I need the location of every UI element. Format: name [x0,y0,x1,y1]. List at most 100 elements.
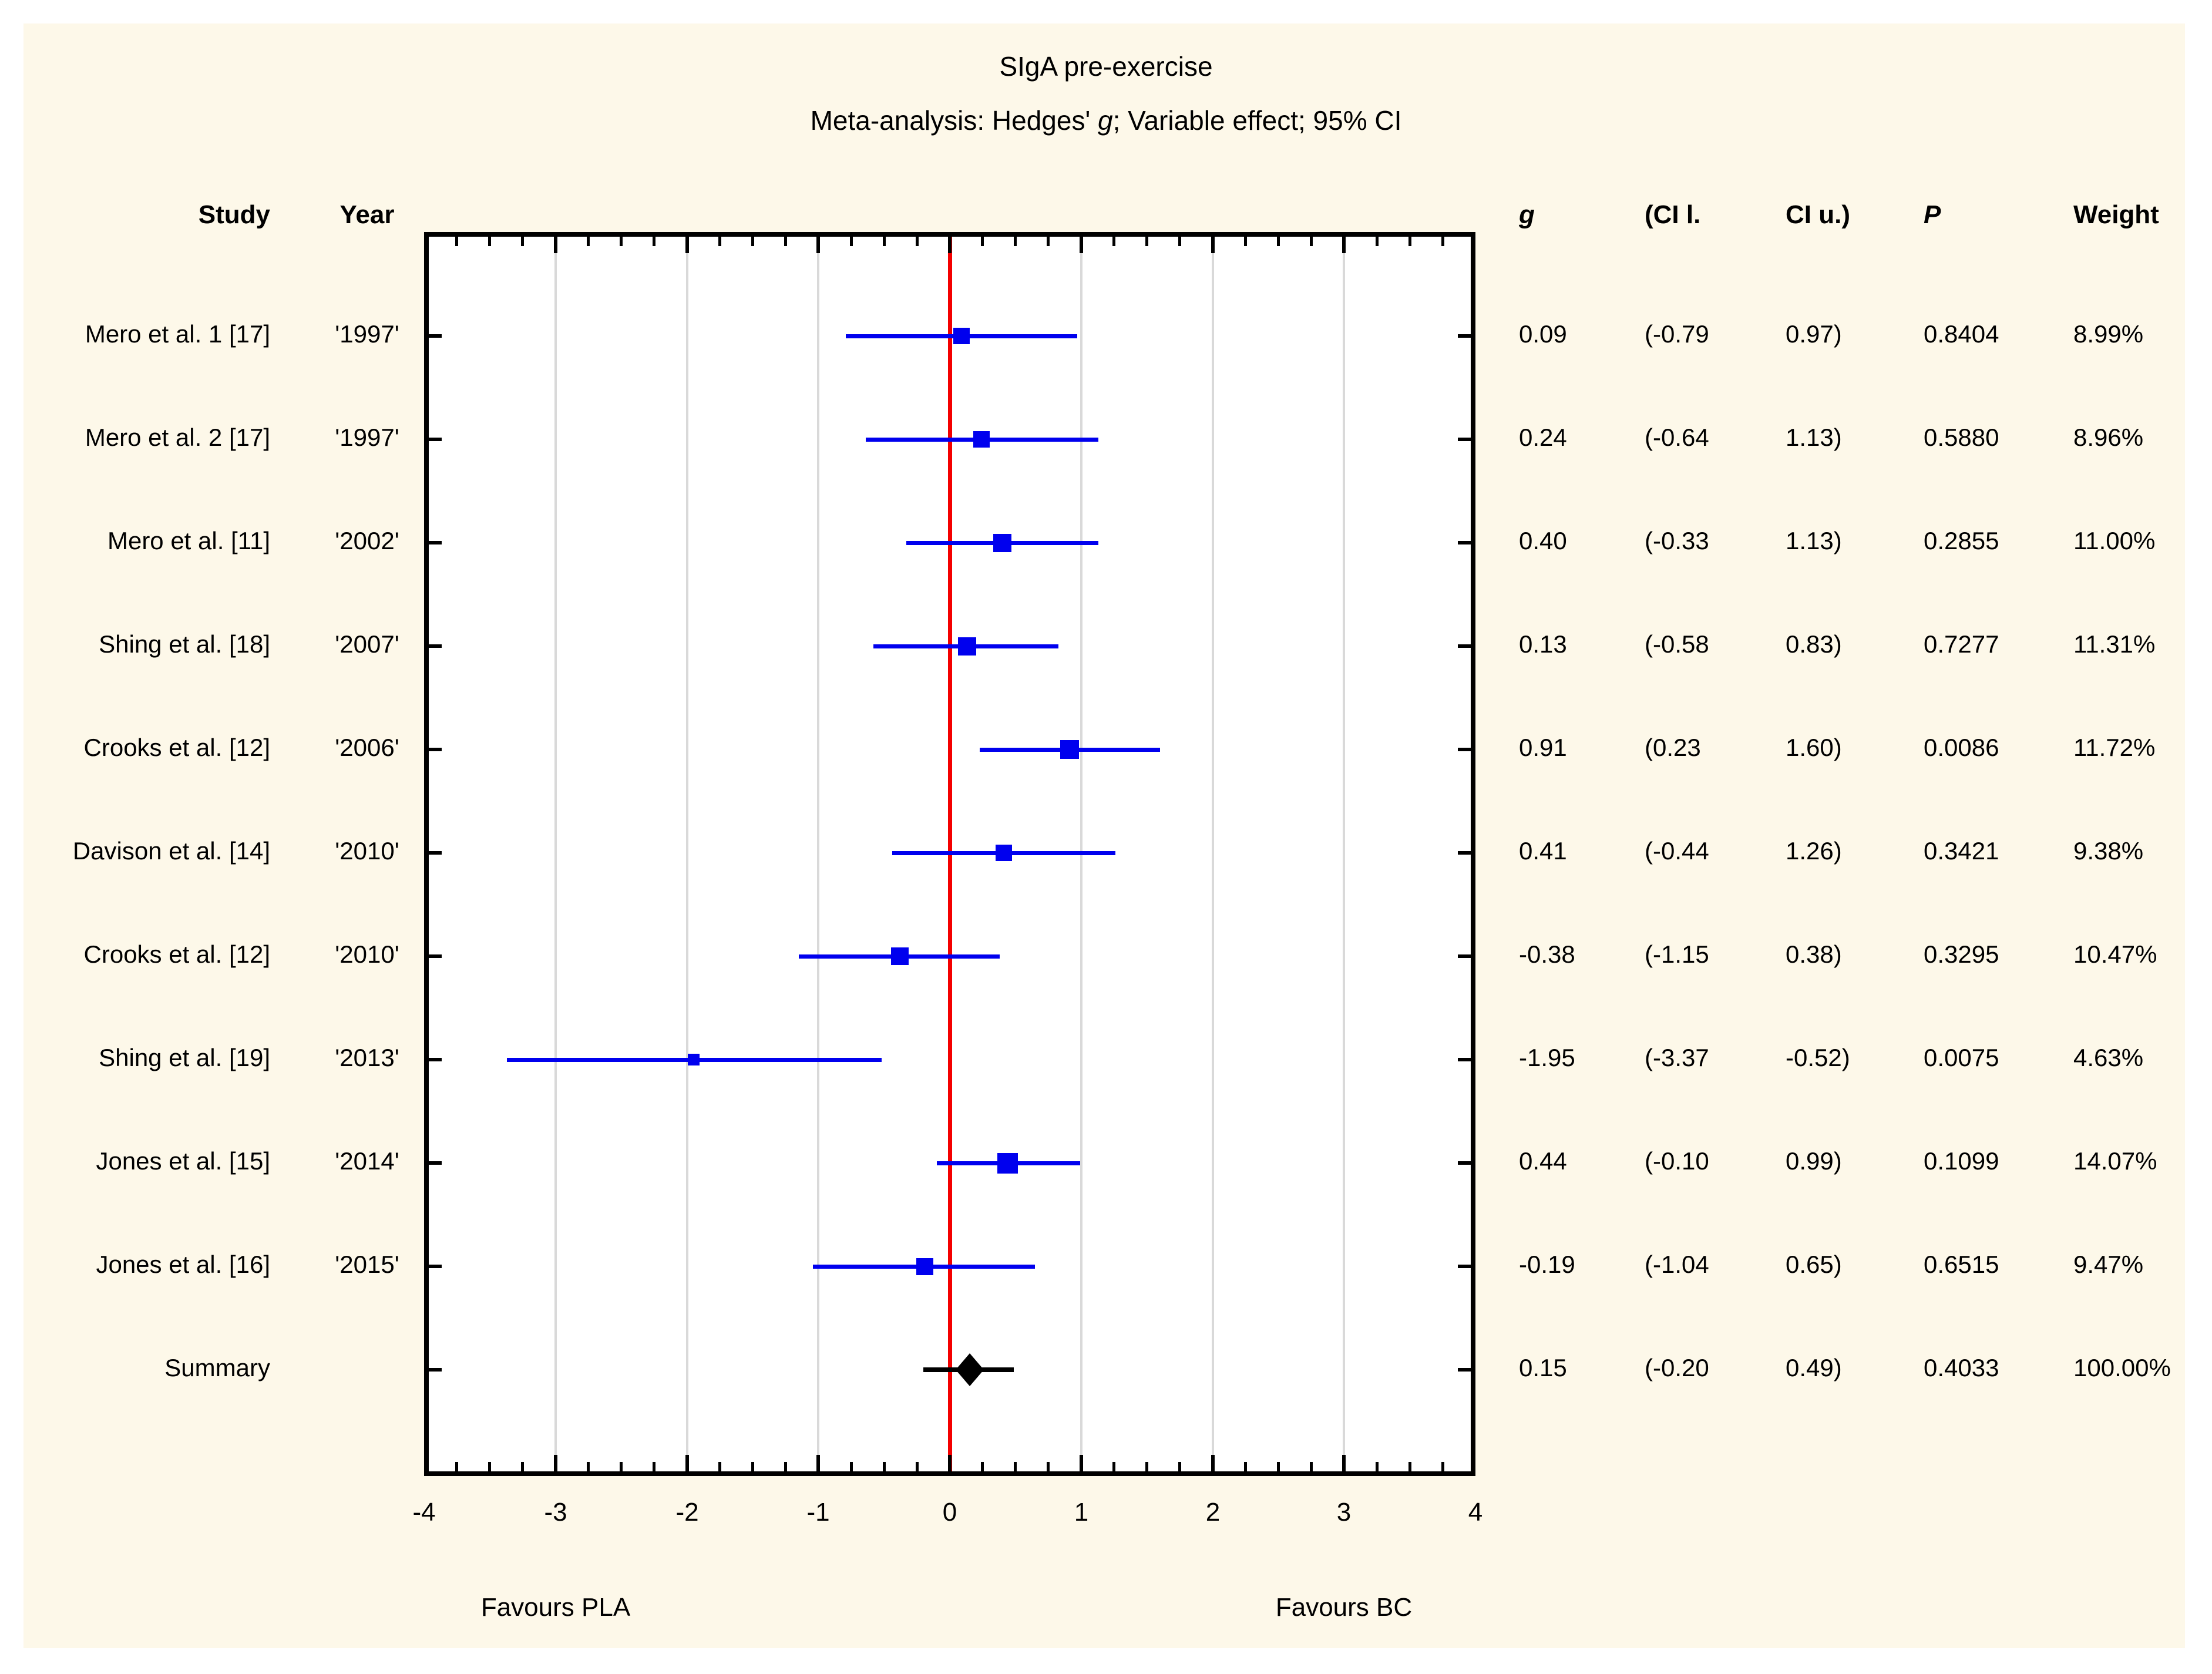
x-axis-minor-tick [1047,1462,1050,1471]
ci-upper-value: 0.49) [1786,1354,1842,1381]
weight-value: 4.63% [2073,1044,2144,1071]
effect-size-square [993,534,1011,552]
effect-size-square [688,1054,700,1065]
x-axis-minor-tick [1277,237,1280,246]
x-axis-major-tick [685,237,689,253]
row-tick [1458,1058,1471,1061]
study-label: Mero et al. 1 [17] [85,320,270,348]
p-value: 0.7277 [1924,630,1999,658]
figure-subtitle: Meta-analysis: Hedges' g; Variable effec… [0,105,2212,136]
g-value: 0.44 [1519,1147,1567,1175]
p-value: 0.5880 [1924,423,1999,451]
x-axis-tick-label: -4 [412,1498,436,1527]
x-axis-minor-tick [521,1462,524,1471]
g-value: 0.13 [1519,630,1567,658]
column-header-study: Study [198,200,270,229]
ci-upper-value: 1.13) [1786,423,1842,451]
g-value: 0.91 [1519,734,1567,761]
study-label: Summary [164,1354,270,1381]
g-value: 0.40 [1519,527,1567,554]
ci-upper-value: 0.65) [1786,1251,1842,1278]
x-axis-minor-tick [981,1462,984,1471]
gridline [686,237,688,1471]
x-axis-tick-label: 1 [1074,1498,1089,1527]
x-axis-minor-tick [784,1462,787,1471]
g-value: 0.41 [1519,837,1567,865]
effect-size-square [958,637,976,656]
x-axis-minor-tick [620,1462,623,1471]
favours-pla-label: Favours PLA [480,1593,631,1622]
weight-value: 10.47% [2073,940,2157,968]
ci-upper-value: 0.83) [1786,630,1842,658]
effect-size-square [996,845,1012,861]
row-tick [429,1161,442,1165]
g-value: 0.24 [1519,423,1567,451]
x-axis-minor-tick [916,1462,919,1471]
x-axis-major-tick [816,1455,820,1471]
row-tick [429,541,442,544]
x-axis-minor-tick [1014,237,1017,246]
x-axis-tick-label: -1 [806,1498,830,1527]
subtitle-g-symbol: g [1098,105,1113,136]
x-axis-major-tick [1080,237,1083,253]
g-value: 0.15 [1519,1354,1567,1381]
ci-upper-value: 0.97) [1786,320,1842,348]
row-tick [1458,334,1471,338]
x-axis-minor-tick [1310,237,1313,246]
ci-lower-value: (-3.37 [1645,1044,1709,1071]
row-tick [1458,1161,1471,1165]
x-axis-minor-tick [1145,1462,1148,1471]
ci-lower-value: (-1.04 [1645,1251,1709,1278]
p-value: 0.1099 [1924,1147,1999,1175]
p-value: 0.2855 [1924,527,1999,554]
effect-size-square [953,328,970,344]
column-header-ci-lower: (CI l. [1645,200,1701,229]
year-label: '2010' [335,837,399,865]
ci-upper-value: 0.38) [1786,940,1842,968]
x-axis-minor-tick [718,1462,721,1471]
ci-upper-value: -0.52) [1786,1044,1850,1071]
ci-lower-value: (0.23 [1645,734,1701,761]
ci-lower-value: (-0.33 [1645,527,1709,554]
g-value: -0.38 [1519,940,1575,968]
x-axis-minor-tick [883,237,886,246]
ci-lower-value: (-0.79 [1645,320,1709,348]
x-axis-minor-tick [1014,1462,1017,1471]
effect-size-square [916,1258,933,1275]
row-tick [1458,851,1471,855]
ci-lower-value: (-0.20 [1645,1354,1709,1381]
row-tick [429,851,442,855]
study-label: Crooks et al. [12] [83,734,270,761]
x-axis-minor-tick [1244,1462,1247,1471]
weight-value: 11.72% [2073,734,2156,761]
ci-upper-value: 1.60) [1786,734,1842,761]
x-axis-minor-tick [850,1462,853,1471]
x-axis-minor-tick [1145,237,1148,246]
x-axis-minor-tick [1244,237,1247,246]
column-header-ci-upper: CI u.) [1786,200,1850,229]
x-axis-major-tick [1342,237,1346,253]
column-header-g: g [1519,200,1535,229]
x-axis-major-tick [816,237,820,253]
x-axis-tick-label: 4 [1468,1498,1483,1527]
x-axis-minor-tick [1310,1462,1313,1471]
x-axis-minor-tick [587,237,590,246]
weight-value: 11.31% [2073,630,2156,658]
x-axis-minor-tick [653,237,655,246]
gridline [554,237,557,1471]
g-value: -1.95 [1519,1044,1575,1071]
x-axis-major-tick [1080,1455,1083,1471]
study-label: Davison et al. [14] [72,837,270,865]
x-axis-minor-tick [620,237,623,246]
subtitle-prefix: Meta-analysis: Hedges' [810,105,1098,136]
x-axis-minor-tick [1376,1462,1379,1471]
x-axis-major-tick [554,1455,557,1471]
p-value: 0.3295 [1924,940,1999,968]
ci-lower-value: (-0.64 [1645,423,1709,451]
x-axis-minor-tick [653,1462,655,1471]
weight-value: 8.99% [2073,320,2144,348]
year-label: '2010' [335,940,399,968]
x-axis-minor-tick [455,237,458,246]
x-axis-minor-tick [488,237,491,246]
